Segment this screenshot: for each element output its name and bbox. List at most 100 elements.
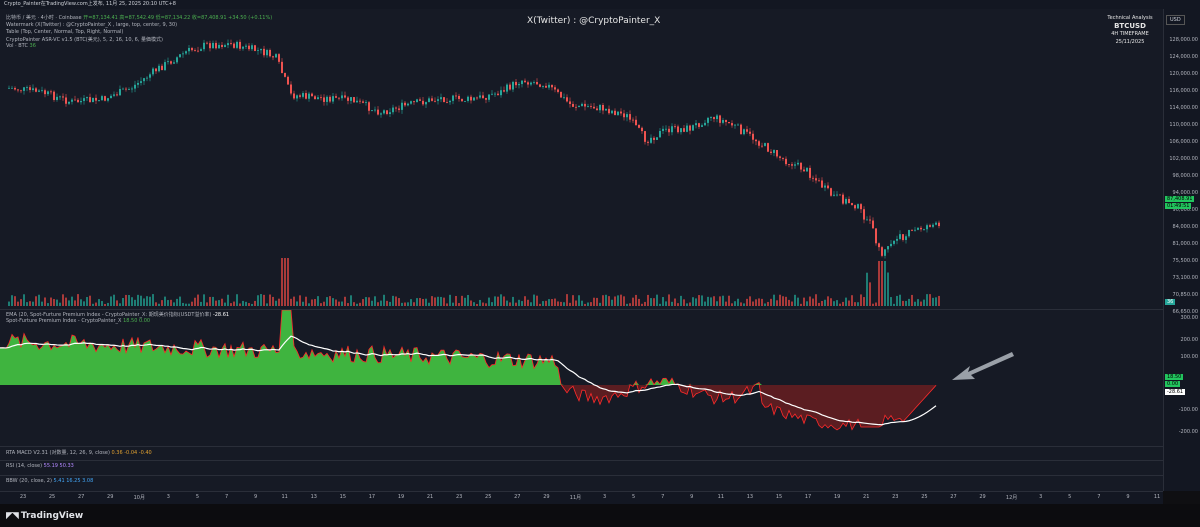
pane-separator[interactable]: [0, 446, 1163, 447]
volume-bar: [503, 296, 505, 306]
volume-bar: [305, 296, 307, 306]
premium-index-label: Spot-Furture Premium Index - CryptoPaint…: [6, 318, 122, 324]
candle: [329, 96, 331, 102]
volume-bar: [302, 301, 304, 306]
candle: [392, 107, 394, 113]
volume-bar: [779, 294, 781, 306]
candle: [53, 91, 55, 100]
candle: [299, 95, 301, 97]
price-axis[interactable]: 128,000.00 124,000.00 120,000.00 116,000.00…: [1163, 9, 1200, 491]
volume-bar: [254, 300, 256, 306]
candle: [185, 51, 187, 54]
candle: [263, 48, 265, 56]
candle: [290, 84, 292, 94]
volume-bar: [893, 303, 895, 306]
price-axis-label: 106,000.00: [1169, 139, 1198, 145]
symbol-legend[interactable]: 比特币 / 美元 · 4小时 · Coinbase 开=87,134.41 高=…: [6, 14, 272, 21]
time-axis-label: 15: [775, 494, 783, 500]
candle: [605, 108, 607, 111]
candle: [818, 180, 820, 182]
volume-bar: [869, 282, 871, 306]
volume-bar: [335, 299, 337, 306]
volume-bar: [593, 297, 595, 306]
volume-bar: [527, 299, 529, 306]
volume-bar: [878, 261, 880, 306]
candle: [674, 126, 676, 128]
candle: [479, 95, 481, 98]
candle: [467, 96, 469, 101]
candle: [560, 91, 562, 98]
volume-bar: [713, 296, 715, 306]
candle: [170, 61, 172, 64]
candle: [704, 122, 706, 126]
volume-bar: [374, 296, 376, 306]
volume-bar: [332, 298, 334, 306]
candle: [902, 234, 904, 240]
candle: [641, 127, 643, 132]
candle: [845, 198, 847, 204]
candle: [344, 95, 346, 98]
currency-selector[interactable]: USD: [1166, 15, 1185, 25]
chart-canvas[interactable]: [0, 9, 1163, 491]
volume-bar: [635, 294, 637, 306]
rsi-label: RSI (14, close): [6, 463, 43, 469]
volume-bar: [92, 303, 94, 306]
time-axis-label: 23: [892, 494, 899, 500]
volume-bar: [647, 294, 649, 306]
volume-bar: [860, 294, 862, 306]
candle: [494, 93, 496, 95]
candle: [35, 88, 37, 92]
candle: [491, 93, 493, 95]
table-indicator-legend[interactable]: Table (Top, Center, Normal, Top, Right, …: [6, 29, 124, 35]
volume-bar: [872, 303, 874, 306]
candle: [371, 110, 373, 111]
pane-separator[interactable]: [0, 475, 1163, 476]
premium-index-legend[interactable]: Spot-Furture Premium Index - CryptoPaint…: [6, 318, 150, 324]
time-axis-label: 12月: [1005, 495, 1018, 501]
candle: [236, 41, 238, 48]
volume-bar: [299, 295, 301, 306]
premium-axis-label: 300.00: [1180, 315, 1199, 321]
candle: [896, 238, 898, 241]
candle: [848, 198, 850, 204]
volume-legend[interactable]: Vol · BTC 36: [6, 43, 36, 49]
candle: [422, 100, 424, 105]
ema-premium-legend[interactable]: EMA (20, Spot-Furture Premium Index - Cr…: [6, 311, 229, 318]
time-axis-label: 10月: [133, 495, 145, 501]
macd-legend[interactable]: RTA MACD V2.31 (对数量, 12, 26, 9, close) 0…: [6, 449, 152, 456]
candle: [935, 222, 937, 225]
candle: [50, 91, 52, 93]
volume-bar: [656, 294, 658, 306]
watermark-indicator-legend[interactable]: Watermark (X(Twitter) : @CryptoPainter_X…: [6, 22, 178, 28]
candle: [65, 97, 67, 104]
volume-bar: [146, 296, 148, 306]
volume-bar: [437, 296, 439, 306]
volume-bar: [422, 298, 424, 306]
volume-bar: [416, 298, 418, 306]
pane-separator[interactable]: [0, 460, 1163, 461]
volume-bar: [296, 301, 298, 306]
tradingview-logo[interactable]: ◤◥ TradingView: [6, 511, 83, 521]
candle: [638, 125, 640, 128]
candle: [419, 99, 421, 101]
asr-vc-indicator-legend[interactable]: CryptoPainter ASR-VC v1.5 (BTC(美元), 5, 2…: [6, 37, 163, 43]
price-axis-label: 116,000.00: [1169, 88, 1198, 94]
volume-bar: [443, 297, 445, 306]
volume-bar: [794, 294, 796, 306]
volume-bar: [545, 300, 547, 306]
volume-bar: [287, 258, 289, 306]
ta-symbol: BTCUSD: [1114, 22, 1146, 30]
pane-separator[interactable]: [0, 309, 1163, 310]
bbw-legend[interactable]: BBW (20, close, 2) 5.41 16.25 3.08: [6, 478, 93, 484]
volume-bar: [221, 298, 223, 306]
volume-bar: [602, 295, 604, 306]
volume-bar: [617, 295, 619, 306]
ta-title: Technical Analysis: [1107, 15, 1153, 21]
candle: [365, 102, 367, 104]
time-axis[interactable]: 23 25 27 29 10月 3 5 7 9 11 13 15 17 19 21 23 25 27 29 11月 3 5…: [0, 491, 1163, 505]
volume-bar: [311, 299, 313, 306]
volume-bar: [413, 302, 415, 306]
volume-bar: [767, 301, 769, 306]
candle: [146, 77, 148, 79]
rsi-legend[interactable]: RSI (14, close) 55.19 50.33: [6, 463, 74, 469]
